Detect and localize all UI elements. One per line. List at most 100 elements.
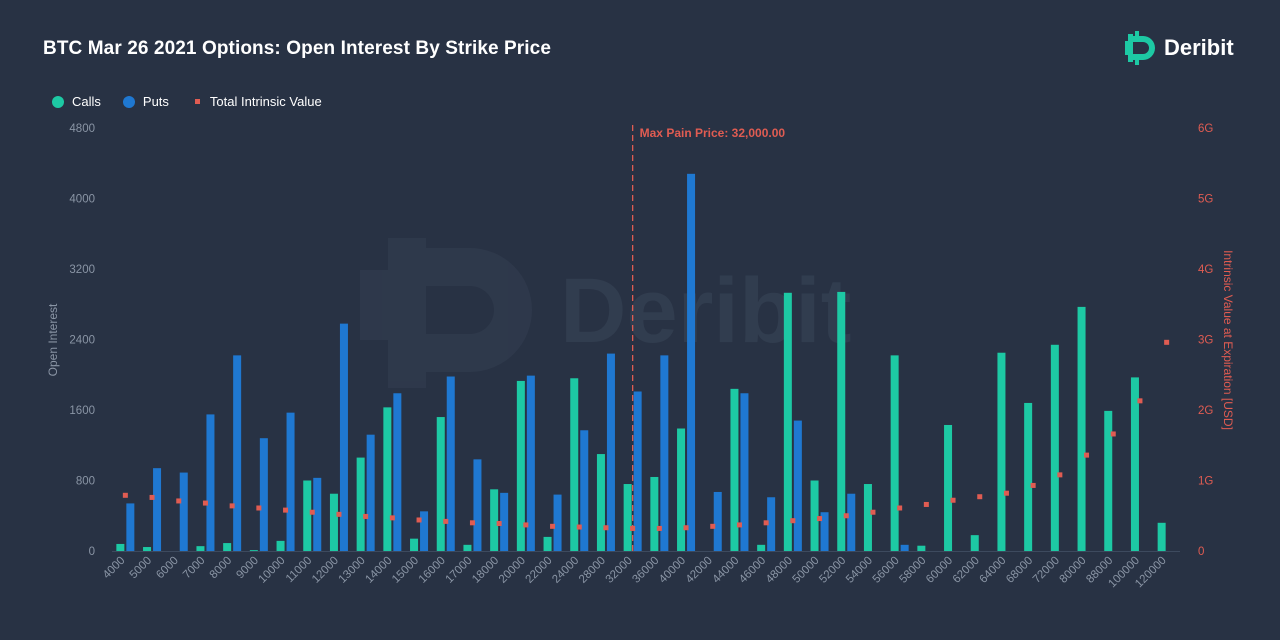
y-tick-label: 2400 (69, 335, 95, 347)
puts-bar (820, 512, 829, 551)
x-tick-label: 32000 (604, 555, 635, 586)
intrinsic-value-point (496, 521, 502, 527)
x-tick-label: 24000 (550, 555, 581, 586)
calls-bar (863, 484, 872, 551)
intrinsic-value-point (656, 525, 662, 531)
legend-item-intrinsic[interactable]: Total Intrinsic Value (191, 94, 322, 109)
puts-bar (553, 494, 562, 551)
intrinsic-value-point (817, 516, 823, 522)
intrinsic-value-point (977, 494, 983, 500)
chart-title: BTC Mar 26 2021 Options: Open Interest B… (43, 38, 552, 59)
y2-tick-label: 5G (1198, 194, 1213, 206)
calls-bar (356, 457, 365, 551)
legend-item-calls[interactable]: Calls (52, 94, 101, 109)
x-tick-label: 8000 (208, 555, 235, 582)
calls-bar (677, 428, 686, 551)
intrinsic-value-point (1030, 482, 1036, 488)
x-tick-label: 14000 (363, 555, 394, 586)
puts-bar (500, 492, 509, 551)
x-tick-label: 4000 (101, 555, 128, 582)
intrinsic-value-point (309, 509, 315, 515)
intrinsic-value-point (603, 525, 609, 531)
calls-bar (249, 550, 258, 551)
intrinsic-value-point (950, 497, 956, 503)
puts-bar (473, 459, 482, 551)
intrinsic-value-point (1003, 490, 1009, 496)
x-tick-label: 64000 (977, 555, 1008, 586)
x-tick-label: 62000 (951, 555, 982, 586)
x-tick-label: 17000 (443, 555, 474, 586)
intrinsic-value-point (683, 525, 689, 531)
intrinsic-value-point (550, 523, 556, 529)
intrinsic-value-point (790, 518, 796, 524)
intrinsic-value-point (202, 500, 208, 506)
intrinsic-value-point (870, 509, 876, 515)
calls-bar (890, 355, 899, 551)
y2-tick-label: 4G (1198, 264, 1213, 276)
intrinsic-value-point (363, 513, 369, 519)
puts-bar (687, 173, 696, 551)
calls-bar (543, 536, 552, 551)
intrinsic-value-point (443, 518, 449, 524)
puts-bar (339, 323, 348, 551)
calls-bar (143, 547, 152, 551)
calls-bar (303, 480, 312, 551)
intrinsic-value-point (256, 505, 262, 511)
watermark (360, 238, 532, 388)
intrinsic-value-point (923, 501, 929, 507)
puts-bar (126, 503, 135, 551)
y2-tick-label: 3G (1198, 335, 1213, 347)
intrinsic-value-point (523, 522, 529, 528)
watermark-text: Deribit (560, 260, 851, 362)
intrinsic-value-point (897, 505, 903, 511)
x-tick-label: 6000 (154, 555, 181, 582)
calls-bar (490, 489, 499, 551)
calls-bar (944, 424, 953, 551)
intrinsic-value-point (469, 520, 475, 526)
calls-bar (516, 380, 525, 551)
calls-bar (623, 484, 632, 551)
calls-bar (196, 546, 205, 551)
intrinsic-value-point (843, 513, 849, 519)
calls-bar (1104, 410, 1113, 551)
calls-bar (329, 493, 338, 551)
legend-intrinsic-marker (194, 99, 200, 104)
x-tick-label: 48000 (764, 555, 795, 586)
calls-bar (783, 292, 792, 551)
puts-bar (420, 511, 429, 551)
legend-intrinsic-label: Total Intrinsic Value (209, 94, 322, 109)
y-tick-label: 3200 (69, 264, 95, 276)
x-tick-label: 54000 (844, 555, 875, 586)
x-tick-label: 60000 (924, 555, 955, 586)
legend-puts-label: Puts (142, 94, 169, 109)
intrinsic-value-point (229, 503, 235, 509)
x-tick-label: 46000 (737, 555, 768, 586)
x-tick-label: 11000 (284, 555, 315, 586)
intrinsic-value-point (576, 524, 582, 530)
y-axis-title: Open Interest (46, 303, 60, 376)
legend-item-puts[interactable]: Puts (122, 94, 169, 109)
puts-bar (606, 353, 615, 551)
x-tick-label: 72000 (1031, 555, 1062, 586)
puts-bar (580, 430, 589, 551)
deribit-logo: Deribit (1124, 30, 1234, 66)
x-tick-label: 15000 (390, 555, 421, 586)
calls-bar (757, 544, 766, 551)
chart-legend: Calls Puts Total Intrinsic Value (52, 94, 344, 109)
y2-tick-label: 6G (1198, 123, 1213, 135)
puts-bar (366, 434, 375, 551)
y2-tick-label: 1G (1198, 476, 1213, 488)
calls-bar (436, 417, 445, 551)
calls-bar (463, 544, 472, 551)
y-tick-label: 4000 (69, 194, 95, 206)
x-tick-label: 36000 (630, 555, 661, 586)
intrinsic-value-point (416, 517, 422, 523)
intrinsic-value-point (149, 494, 155, 500)
calls-bar (1024, 402, 1033, 551)
deribit-logo-icon (1125, 31, 1155, 65)
calls-bar (383, 407, 392, 551)
y-tick-label: 4800 (69, 123, 95, 135)
intrinsic-value-point (283, 507, 289, 513)
intrinsic-value-point (336, 511, 342, 517)
